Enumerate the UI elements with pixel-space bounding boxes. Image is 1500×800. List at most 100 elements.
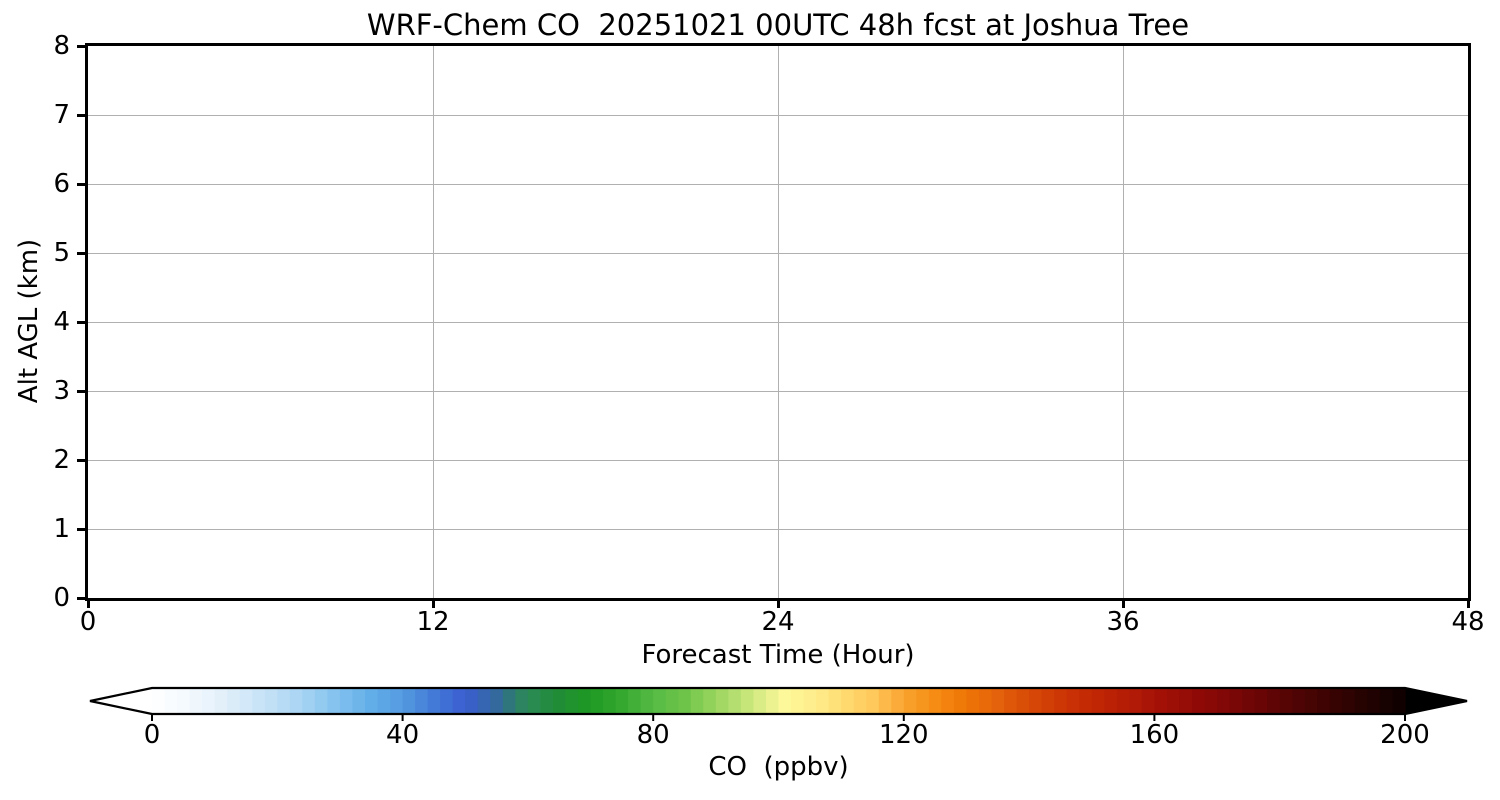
colorbar-segment bbox=[477, 688, 491, 714]
colorbar-segment bbox=[552, 688, 567, 714]
colorbar-segment bbox=[866, 688, 880, 714]
colorbar-segment bbox=[452, 688, 466, 714]
colorbar-segment bbox=[189, 688, 203, 714]
y-tick-mark bbox=[77, 251, 88, 255]
colorbar-segment bbox=[1191, 688, 1206, 714]
y-tick-label: 6 bbox=[53, 169, 70, 199]
x-tick-label: 36 bbox=[1106, 607, 1140, 637]
colorbar-segment bbox=[765, 688, 780, 714]
colorbar-segment bbox=[1329, 688, 1343, 714]
x-tick-mark bbox=[431, 598, 435, 608]
colorbar-segment bbox=[928, 688, 942, 714]
colorbar-segment bbox=[1279, 688, 1293, 714]
y-tick-label: 3 bbox=[53, 376, 70, 406]
colorbar-segment bbox=[603, 688, 617, 714]
y-tick-mark bbox=[77, 458, 88, 462]
colorbar-segment bbox=[916, 688, 930, 714]
colorbar-segment bbox=[1116, 688, 1130, 714]
colorbar-segment bbox=[841, 688, 855, 714]
gridline-vertical bbox=[432, 46, 434, 598]
colorbar-segment bbox=[1179, 688, 1193, 714]
colorbar-segment bbox=[1379, 688, 1394, 714]
colorbar-tick-label: 200 bbox=[1380, 720, 1430, 750]
y-tick-mark bbox=[77, 320, 88, 324]
colorbar-segment bbox=[615, 688, 629, 714]
colorbar-segment bbox=[678, 688, 692, 714]
colorbar-segment bbox=[540, 688, 554, 714]
colorbar-segment bbox=[1066, 688, 1080, 714]
colorbar-segment bbox=[966, 688, 980, 714]
colorbar-tick-label: 120 bbox=[878, 720, 929, 750]
colorbar-segment bbox=[527, 688, 542, 714]
x-tick-label: 48 bbox=[1451, 607, 1485, 637]
colorbar-segment bbox=[816, 688, 830, 714]
colorbar-segment bbox=[703, 688, 717, 714]
colorbar-segment bbox=[427, 688, 441, 714]
colorbar-segment bbox=[991, 688, 1005, 714]
colorbar-segment bbox=[1129, 688, 1143, 714]
colorbar-tick-label: 80 bbox=[636, 720, 670, 750]
colorbar-segment bbox=[640, 688, 654, 714]
colorbar-segment bbox=[1392, 688, 1406, 714]
x-tick-mark bbox=[1121, 598, 1125, 608]
y-tick-mark bbox=[77, 389, 88, 393]
colorbar-segment bbox=[1229, 688, 1243, 714]
x-tick-mark bbox=[776, 598, 780, 608]
colorbar-segment bbox=[1154, 688, 1168, 714]
x-tick-mark bbox=[1466, 598, 1470, 608]
colorbar-segment bbox=[277, 688, 291, 714]
colorbar-segment bbox=[152, 688, 166, 714]
y-tick-label: 7 bbox=[53, 100, 70, 130]
colorbar-segment bbox=[327, 688, 341, 714]
plot-area bbox=[85, 43, 1471, 601]
colorbar-segment bbox=[803, 688, 817, 714]
colorbar-segment bbox=[1204, 688, 1218, 714]
y-tick-label: 1 bbox=[53, 514, 70, 544]
colorbar-segment bbox=[289, 688, 303, 714]
colorbar-segment bbox=[690, 688, 704, 714]
colorbar-segment bbox=[502, 688, 516, 714]
colorbar-segment bbox=[878, 688, 892, 714]
colorbar-segment bbox=[490, 688, 504, 714]
colorbar-segment bbox=[715, 688, 729, 714]
colorbar-segment bbox=[728, 688, 742, 714]
y-tick-mark bbox=[77, 44, 88, 48]
colorbar-segment bbox=[665, 688, 679, 714]
colorbar-segment bbox=[164, 688, 178, 714]
colorbar-segment bbox=[1054, 688, 1068, 714]
colorbar-segment bbox=[339, 688, 354, 714]
colorbar-segment bbox=[903, 688, 917, 714]
colorbar-segment bbox=[377, 688, 391, 714]
colorbar-segment bbox=[778, 688, 792, 714]
colorbar-segment bbox=[1004, 688, 1018, 714]
colorbar-segment bbox=[578, 688, 592, 714]
colorbar-segment bbox=[1342, 688, 1356, 714]
colorbar-segment bbox=[252, 688, 266, 714]
colorbar-segment bbox=[941, 688, 955, 714]
colorbar-segment bbox=[1317, 688, 1331, 714]
colorbar-segment bbox=[402, 688, 416, 714]
colorbar-segment bbox=[365, 688, 379, 714]
colorbar-segment bbox=[628, 688, 642, 714]
y-tick-mark bbox=[77, 182, 88, 186]
colorbar-title: CO (ppbv) bbox=[708, 752, 849, 782]
y-tick-mark bbox=[77, 596, 88, 600]
colorbar-segment bbox=[1079, 688, 1093, 714]
y-tick-label: 5 bbox=[53, 238, 70, 268]
colorbar-segment bbox=[953, 688, 968, 714]
colorbar-tick-label: 160 bbox=[1129, 720, 1180, 750]
y-tick-label: 2 bbox=[53, 445, 70, 475]
y-tick-label: 0 bbox=[53, 583, 70, 613]
colorbar-segment bbox=[1104, 688, 1118, 714]
colorbar-segment bbox=[653, 688, 667, 714]
colorbar-segment bbox=[227, 688, 241, 714]
colorbar-segment bbox=[390, 688, 404, 714]
colorbar-segment bbox=[1242, 688, 1256, 714]
chart-title: WRF-Chem CO 20251021 00UTC 48h fcst at J… bbox=[366, 8, 1190, 42]
colorbar-segment bbox=[264, 688, 278, 714]
colorbar-segment bbox=[978, 688, 993, 714]
x-tick-label: 0 bbox=[79, 607, 97, 637]
colorbar-segment bbox=[302, 688, 316, 714]
colorbar-segment bbox=[1367, 688, 1381, 714]
